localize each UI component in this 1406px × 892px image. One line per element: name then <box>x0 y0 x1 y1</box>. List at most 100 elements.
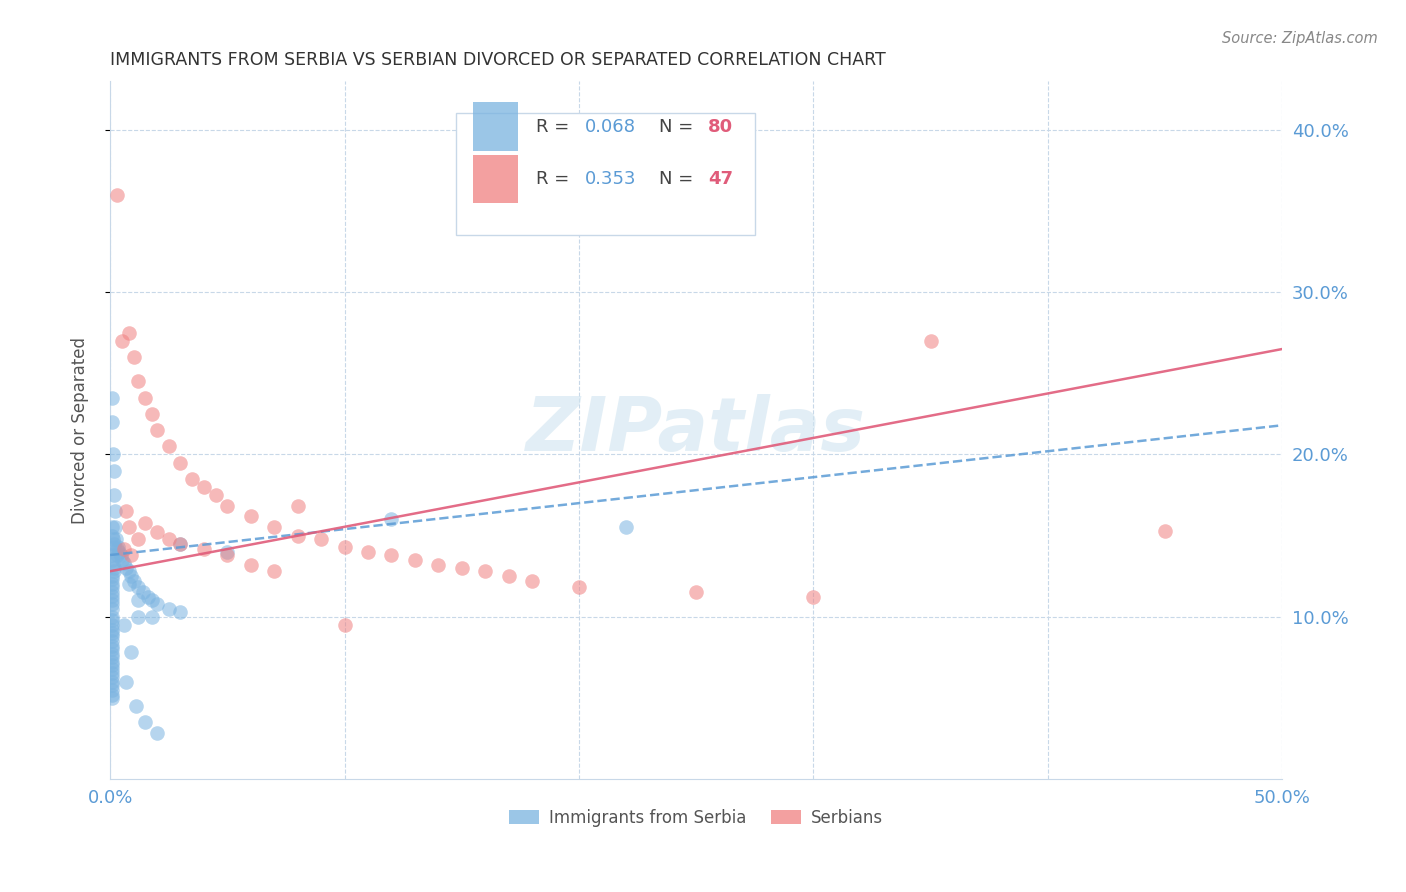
Point <box>920 334 942 348</box>
Point <box>101 634 124 648</box>
Point <box>134 715 156 730</box>
Point <box>112 617 135 632</box>
Point <box>101 520 124 534</box>
Point <box>169 605 191 619</box>
Point <box>127 532 149 546</box>
Point <box>105 188 128 202</box>
Point <box>141 609 163 624</box>
Point <box>101 626 124 640</box>
Bar <box>474 103 517 151</box>
Point <box>132 585 155 599</box>
Point <box>217 545 239 559</box>
Point <box>450 561 472 575</box>
Point <box>614 520 637 534</box>
Point <box>263 564 285 578</box>
Point <box>239 509 262 524</box>
Point <box>104 504 127 518</box>
Point <box>101 581 124 595</box>
Point <box>101 573 124 587</box>
Point <box>120 645 142 659</box>
Point <box>105 548 128 562</box>
Point <box>115 504 138 518</box>
Point <box>111 553 134 567</box>
Point <box>101 650 124 665</box>
Point <box>217 500 239 514</box>
Point <box>101 609 124 624</box>
Point <box>103 464 125 478</box>
Point <box>127 593 149 607</box>
Point <box>157 532 180 546</box>
Point <box>101 556 124 570</box>
Text: 80: 80 <box>707 118 733 136</box>
Point <box>118 564 141 578</box>
Point <box>193 480 215 494</box>
Point <box>101 391 124 405</box>
Point <box>122 350 145 364</box>
Point <box>568 581 591 595</box>
Text: R =: R = <box>536 170 575 188</box>
Point <box>127 609 149 624</box>
Point <box>204 488 226 502</box>
Point <box>101 548 124 562</box>
Y-axis label: Divorced or Separated: Divorced or Separated <box>72 336 89 524</box>
Point <box>115 674 138 689</box>
Point <box>474 564 496 578</box>
Point <box>498 569 520 583</box>
Point <box>134 391 156 405</box>
Point <box>103 540 125 554</box>
Point <box>427 558 450 572</box>
Text: 0.353: 0.353 <box>585 170 637 188</box>
Point <box>101 415 124 429</box>
Point <box>103 564 125 578</box>
Point <box>101 655 124 669</box>
Point <box>101 682 124 697</box>
Point <box>101 666 124 681</box>
Point <box>101 670 124 684</box>
Bar <box>474 154 517 203</box>
Point <box>333 617 356 632</box>
Point <box>101 532 124 546</box>
Point <box>1154 524 1177 538</box>
Point <box>101 601 124 615</box>
Point <box>146 597 169 611</box>
Point <box>157 439 180 453</box>
Point <box>108 545 131 559</box>
Point <box>101 647 124 661</box>
Point <box>110 548 132 562</box>
Point <box>101 658 124 673</box>
Text: ZIPatlas: ZIPatlas <box>526 393 866 467</box>
Point <box>107 540 129 554</box>
FancyBboxPatch shape <box>456 112 755 235</box>
Point <box>287 528 309 542</box>
Point <box>101 528 124 542</box>
Point <box>101 447 124 461</box>
Point <box>520 574 543 588</box>
Point <box>263 520 285 534</box>
Legend: Immigrants from Serbia, Serbians: Immigrants from Serbia, Serbians <box>502 802 890 833</box>
Point <box>118 326 141 340</box>
Text: 0.068: 0.068 <box>585 118 636 136</box>
Point <box>101 617 124 632</box>
Point <box>287 500 309 514</box>
Point <box>141 407 163 421</box>
Point <box>136 591 159 605</box>
Point <box>103 488 125 502</box>
Point <box>146 726 169 740</box>
Point <box>217 548 239 562</box>
Point <box>239 558 262 572</box>
Point <box>104 520 127 534</box>
Point <box>103 561 125 575</box>
Point <box>380 512 402 526</box>
Point <box>112 541 135 556</box>
Point <box>801 591 824 605</box>
Point <box>101 639 124 653</box>
Point <box>103 537 125 551</box>
Point <box>101 678 124 692</box>
Point <box>134 516 156 530</box>
Point <box>122 574 145 588</box>
Point <box>101 597 124 611</box>
Point <box>125 698 148 713</box>
Point <box>309 532 332 546</box>
Point <box>120 548 142 562</box>
Point <box>118 520 141 534</box>
